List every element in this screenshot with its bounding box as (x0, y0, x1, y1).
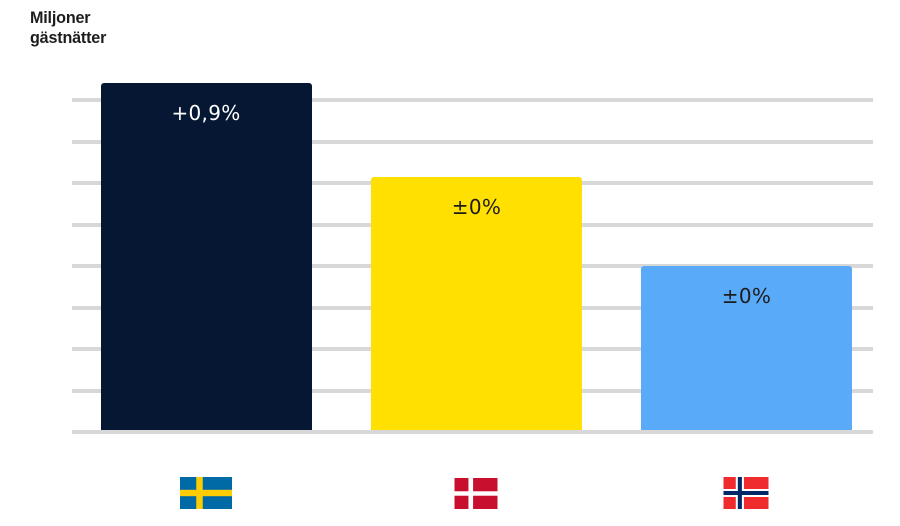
norway-flag (723, 477, 769, 509)
bar-value-label: ±0% (451, 194, 502, 219)
bar-sweden: +0,9% (100, 83, 312, 430)
bar-value-label: ±0% (721, 284, 772, 309)
gridline (72, 430, 873, 434)
bar-denmark: ±0% (371, 176, 582, 430)
gridline (72, 139, 873, 144)
denmark-flag (454, 478, 498, 509)
chart-title: Miljoner gästnätter (30, 8, 107, 47)
sweden-flag (180, 477, 232, 509)
bar-norway: ±0% (641, 266, 852, 430)
gridline (72, 98, 873, 102)
bar-value-label: +0,9% (171, 101, 241, 126)
